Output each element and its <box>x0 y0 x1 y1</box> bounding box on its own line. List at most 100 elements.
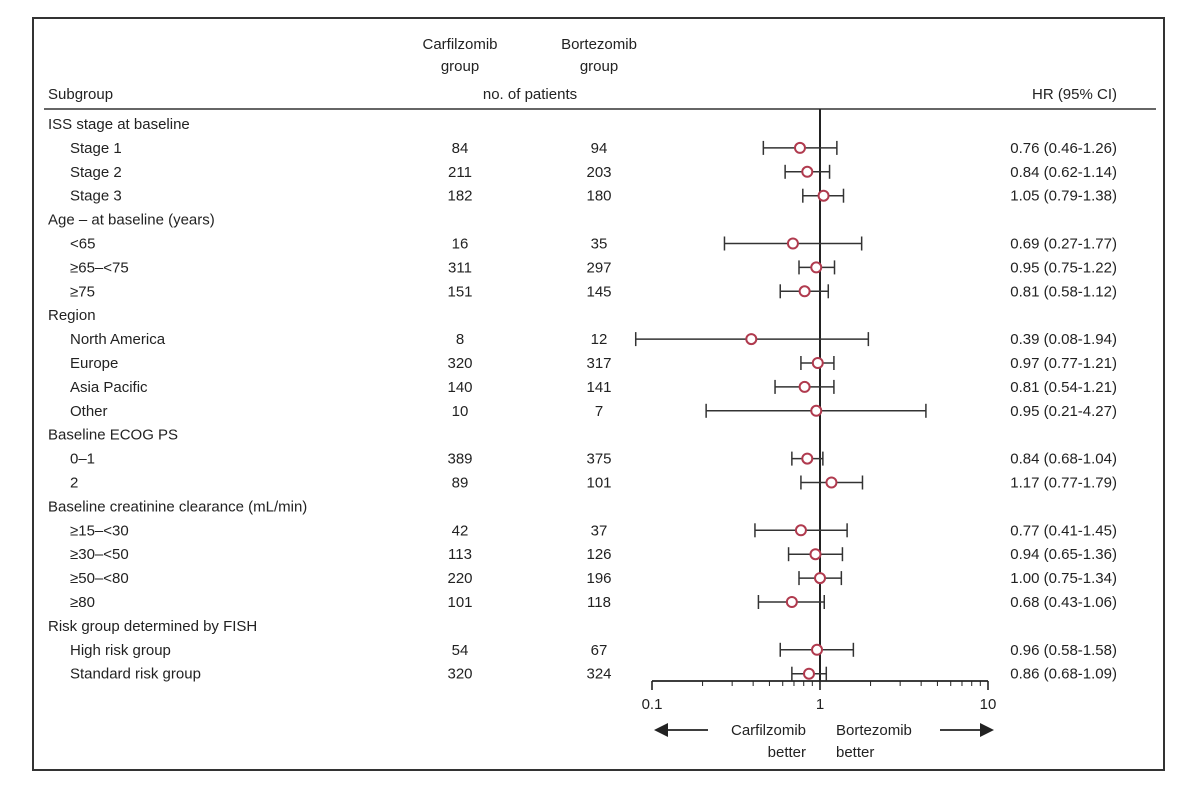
carfilzomib-patient-count: 320 <box>447 355 472 372</box>
hr-point <box>811 357 824 369</box>
estimates <box>634 109 927 681</box>
hr-ci-label: 0.81 (0.58-1.12) <box>1010 283 1117 300</box>
carfilzomib-patient-count: 101 <box>447 594 472 611</box>
bortezomib-patient-count: 203 <box>586 164 611 181</box>
bortezomib-patient-count: 126 <box>586 546 611 563</box>
subgroup-category-label: Baseline creatinine clearance (mL/min) <box>48 498 307 515</box>
hr-point <box>809 548 822 561</box>
subgroup-label: High risk group <box>70 642 171 659</box>
hr-point <box>814 572 826 585</box>
carfilzomib-patient-count: 320 <box>447 666 472 683</box>
rows: ISS stage at baseline Stage 1 84 94 0.76 (0.… <box>48 116 1117 683</box>
hr-ci-label: 1.17 (0.77-1.79) <box>1010 475 1117 492</box>
subgroup-category-label: Risk group determined by FISH <box>48 618 257 635</box>
hr-ci-label: 1.05 (0.79-1.38) <box>1010 188 1117 205</box>
x-tick-label: 0.1 <box>642 696 663 713</box>
bortezomib-patient-count: 118 <box>587 594 611 611</box>
carfilzomib-patient-count: 84 <box>452 140 469 157</box>
hr-ci-label: 0.97 (0.77-1.21) <box>1010 355 1117 372</box>
hr-ci-label: 0.77 (0.41-1.45) <box>1010 522 1117 539</box>
hr-point <box>793 141 806 154</box>
x-tick-label: 1 <box>816 696 824 713</box>
hr-ci-label: 0.96 (0.58-1.58) <box>1010 642 1117 659</box>
bortezomib-patient-count: 375 <box>586 451 611 468</box>
table-header: Carfilzomib group Bortezomib group Subgr… <box>44 36 1156 110</box>
carfilzomib-patient-count: 54 <box>452 642 469 659</box>
bortezomib-patient-count: 145 <box>586 283 611 300</box>
patients-header: no. of patients <box>483 86 577 103</box>
subgroup-label: Stage 3 <box>70 188 122 205</box>
hr-point <box>785 596 798 608</box>
hr-ci-label: 0.76 (0.46-1.26) <box>1010 140 1117 157</box>
left-direction-line2: better <box>768 744 806 761</box>
bortezomib-patient-count: 324 <box>586 666 611 683</box>
hr-point <box>817 189 830 202</box>
left-arrow-icon <box>654 723 708 737</box>
group2-header-line1: Bortezomib <box>561 36 637 53</box>
bortezomib-patient-count: 37 <box>591 522 608 539</box>
bortezomib-patient-count: 141 <box>586 379 611 396</box>
carfilzomib-patient-count: 151 <box>447 283 472 300</box>
subgroup-label: Stage 1 <box>70 140 122 157</box>
hr-ci-label: 0.95 (0.21-4.27) <box>1010 403 1117 420</box>
hr-ci-label: 0.84 (0.68-1.04) <box>1010 451 1117 468</box>
hr-point <box>801 165 814 178</box>
hr-point <box>811 643 824 656</box>
bortezomib-patient-count: 180 <box>586 188 611 205</box>
bortezomib-patient-count: 297 <box>586 259 611 276</box>
x-tick-label: 10 <box>980 696 997 713</box>
subgroup-label: ≥15–<30 <box>70 522 129 539</box>
subgroup-label: Other <box>70 403 108 420</box>
group2-header-line2: group <box>580 58 618 75</box>
right-direction-line2: better <box>836 744 874 761</box>
bortezomib-patient-count: 67 <box>591 642 608 659</box>
hr-point <box>802 667 815 680</box>
carfilzomib-patient-count: 113 <box>448 546 472 563</box>
subgroup-label: North America <box>70 331 166 348</box>
hr-ci-label: 0.68 (0.43-1.06) <box>1010 594 1117 611</box>
hr-point <box>825 476 838 489</box>
hr-header: HR (95% CI) <box>1032 86 1117 103</box>
x-axis: 0.1 1 10 <box>642 680 997 713</box>
bortezomib-patient-count: 7 <box>595 403 603 420</box>
hr-ci-label: 0.84 (0.62-1.14) <box>1010 164 1117 181</box>
carfilzomib-patient-count: 311 <box>448 259 472 276</box>
bortezomib-patient-count: 196 <box>586 570 611 587</box>
subgroup-label: Europe <box>70 355 118 372</box>
subgroup-label: ≥65–<75 <box>70 259 129 276</box>
group1-header-line1: Carfilzomib <box>422 36 497 53</box>
left-direction-line1: Carfilzomib <box>731 722 806 739</box>
bortezomib-patient-count: 94 <box>591 140 608 157</box>
hr-ci-label: 0.81 (0.54-1.21) <box>1010 379 1117 396</box>
subgroup-category-label: Age – at baseline (years) <box>48 212 215 229</box>
bortezomib-patient-count: 12 <box>591 331 608 348</box>
carfilzomib-patient-count: 8 <box>456 331 464 348</box>
carfilzomib-patient-count: 89 <box>452 475 469 492</box>
hr-point <box>810 404 823 417</box>
hr-point <box>794 524 807 537</box>
bortezomib-patient-count: 101 <box>586 475 611 492</box>
carfilzomib-patient-count: 220 <box>447 570 472 587</box>
carfilzomib-patient-count: 10 <box>452 403 469 420</box>
hr-ci-label: 1.00 (0.75-1.34) <box>1010 570 1117 587</box>
forest-plot-frame: Carfilzomib group Bortezomib group Subgr… <box>32 17 1165 771</box>
subgroup-label: 0–1 <box>70 451 95 468</box>
carfilzomib-patient-count: 211 <box>448 164 472 181</box>
bortezomib-patient-count: 317 <box>586 355 611 372</box>
carfilzomib-patient-count: 140 <box>447 379 472 396</box>
subgroup-label: ≥75 <box>70 283 95 300</box>
subgroup-category-label: Region <box>48 307 96 324</box>
hr-point <box>786 237 799 250</box>
forest-plot: Carfilzomib group Bortezomib group Subgr… <box>44 36 1156 761</box>
hr-point <box>745 333 758 346</box>
subgroup-label: 2 <box>70 475 78 492</box>
subgroup-label: ≥80 <box>70 594 95 611</box>
hr-ci-label: 0.95 (0.75-1.22) <box>1010 259 1117 276</box>
carfilzomib-patient-count: 182 <box>447 188 472 205</box>
subgroup-label: Stage 2 <box>70 164 122 181</box>
subgroup-label: Asia Pacific <box>70 379 148 396</box>
hr-point <box>810 261 823 274</box>
hr-ci-label: 0.86 (0.68-1.09) <box>1010 666 1117 683</box>
carfilzomib-patient-count: 16 <box>452 236 469 253</box>
hr-ci-label: 0.69 (0.27-1.77) <box>1010 236 1117 253</box>
